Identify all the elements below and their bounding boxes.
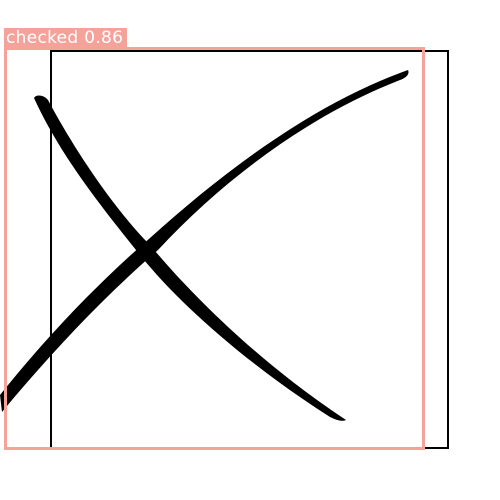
- detection-box: [4, 47, 425, 450]
- detection-label: checked 0.86: [4, 28, 128, 48]
